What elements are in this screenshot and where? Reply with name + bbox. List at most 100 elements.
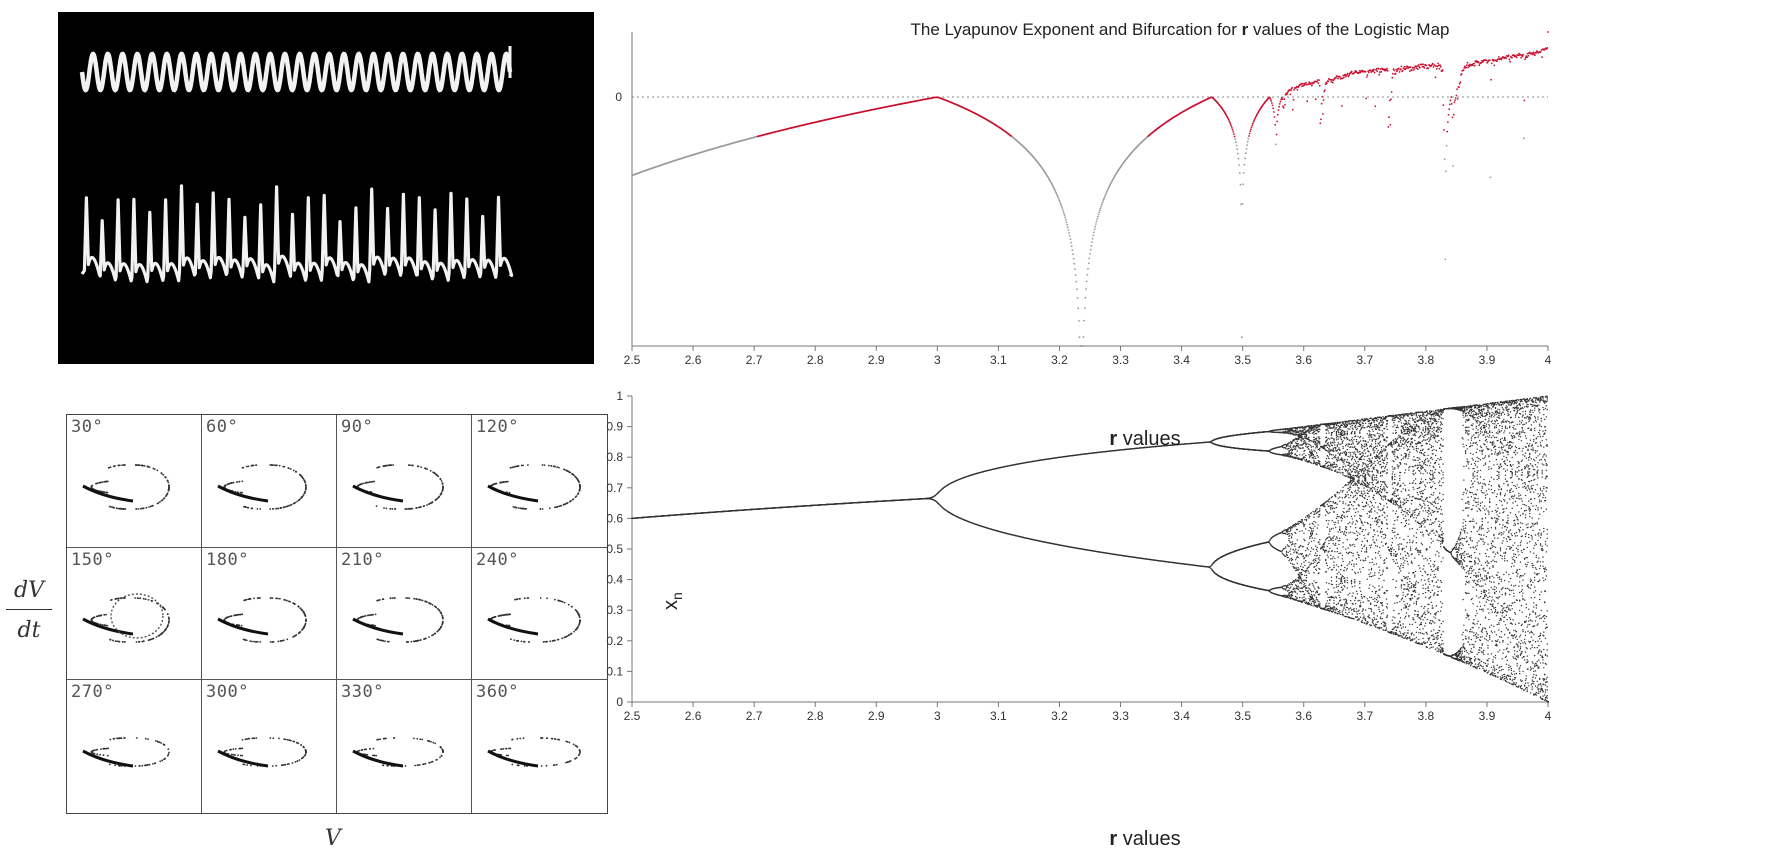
lyapunov-point (1078, 336, 1081, 339)
bifurcation-point (757, 508, 759, 510)
lyapunov-point (1395, 68, 1398, 71)
bifurcation-point (944, 486, 946, 488)
bifurcation-point (831, 503, 833, 505)
bifurcation-point (805, 505, 807, 507)
bifurcation-point (997, 467, 1000, 469)
lyapunov-point (1386, 70, 1389, 72)
lyapunov-point (1218, 104, 1221, 107)
lyapunov-point (1170, 118, 1172, 120)
phase-point (548, 507, 551, 510)
lyapunov-point (693, 153, 696, 156)
bifurcation-point (967, 520, 970, 523)
bifurcation-point (645, 516, 647, 518)
bifurcation-point (1001, 466, 1004, 468)
bifurcation-point (674, 514, 676, 516)
lyapunov-point (953, 102, 955, 105)
bifurcation-point (822, 504, 825, 506)
bifurcation-point (994, 468, 996, 470)
lyapunov-point (1016, 140, 1019, 143)
bifurcation-point (758, 508, 761, 510)
lyapunov-point (1363, 70, 1365, 73)
bifurcation-point (823, 504, 826, 506)
bifurcation-point (934, 494, 936, 497)
lyapunov-point (729, 142, 732, 145)
lyapunov-point (1077, 307, 1080, 310)
bifurcation-point (926, 497, 928, 500)
lyapunov-x-tick-label: 3.3 (1112, 353, 1129, 367)
bifurcation-point (779, 506, 781, 509)
phase-point (557, 738, 559, 741)
bifurcation-point (1006, 465, 1008, 467)
lyapunov-point (835, 116, 837, 119)
lyapunov-point (1241, 202, 1244, 205)
bifurcation-point (899, 499, 901, 501)
bifurcation-point (726, 510, 728, 512)
lyapunov-point (1292, 98, 1295, 101)
bifurcation-point (943, 486, 945, 488)
bifurcation-point (904, 499, 906, 501)
bifurcation-point (858, 501, 860, 504)
lyapunov-point (1083, 319, 1085, 322)
bifurcation-point (660, 515, 662, 517)
lyapunov-point (1232, 131, 1235, 133)
lyapunov-point (1343, 76, 1345, 79)
bifurcation-point (724, 510, 726, 513)
bifurcation-point (855, 502, 857, 504)
bifurcation-point (700, 512, 702, 514)
bifurcation-point (922, 498, 925, 500)
lyapunov-point (1370, 71, 1373, 73)
lyapunov-point (786, 127, 789, 130)
bifurcation-point (984, 470, 986, 472)
bifurcation-point (878, 500, 880, 502)
bifurcation-point (699, 512, 701, 514)
lyapunov-point (1136, 145, 1139, 147)
phase-point (357, 617, 360, 619)
bifurcation-point (859, 501, 861, 504)
bifurcation-point (793, 505, 796, 508)
lyapunov-point (1373, 71, 1376, 74)
phase-point (236, 481, 238, 483)
phase-point (303, 755, 306, 758)
bifurcation-point (901, 499, 904, 501)
lyapunov-point (1500, 58, 1503, 61)
lyapunov-point (883, 106, 886, 109)
lyapunov-point (1117, 169, 1119, 172)
phase-dense-segment (487, 750, 539, 768)
lyapunov-point (1507, 54, 1510, 57)
lyapunov-point (1471, 63, 1473, 66)
bifurcation-point (980, 525, 982, 527)
bifurcation-point (862, 501, 864, 503)
lyapunov-point (770, 132, 773, 134)
lyapunov-point (636, 172, 639, 175)
bifurcation-point (667, 514, 669, 517)
phase-point (360, 615, 362, 618)
lyapunov-x-tick-label: 3 (934, 353, 941, 367)
phase-point (424, 763, 427, 766)
bifurcation-point (946, 484, 948, 487)
lyapunov-point (695, 153, 697, 155)
lyapunov-point (635, 172, 638, 175)
bifurcation-point (976, 523, 978, 526)
bifurcation-point (747, 509, 749, 511)
lyapunov-point (1275, 133, 1278, 136)
lyapunov-point (900, 103, 902, 105)
phase-point (383, 507, 385, 509)
bifurcation-point (947, 511, 950, 513)
phase-point (416, 465, 419, 468)
lyapunov-point (886, 105, 889, 108)
bifurcation-point (746, 509, 748, 511)
lyapunov-point (639, 171, 641, 174)
lyapunov-point (1537, 52, 1540, 54)
lyapunov-point (661, 163, 663, 166)
lyapunov-point (825, 118, 828, 121)
bifurcation-point (684, 513, 686, 515)
bifurcation-point (799, 505, 801, 507)
lyapunov-point (754, 136, 757, 138)
bifurcation-point (708, 511, 711, 514)
lyapunov-point (1159, 125, 1162, 128)
bifurcation-point (667, 514, 670, 517)
lyapunov-point (1331, 78, 1333, 81)
lyapunov-point (1288, 88, 1291, 91)
bifurcation-point (759, 508, 761, 510)
bifurcation-point (839, 503, 841, 505)
